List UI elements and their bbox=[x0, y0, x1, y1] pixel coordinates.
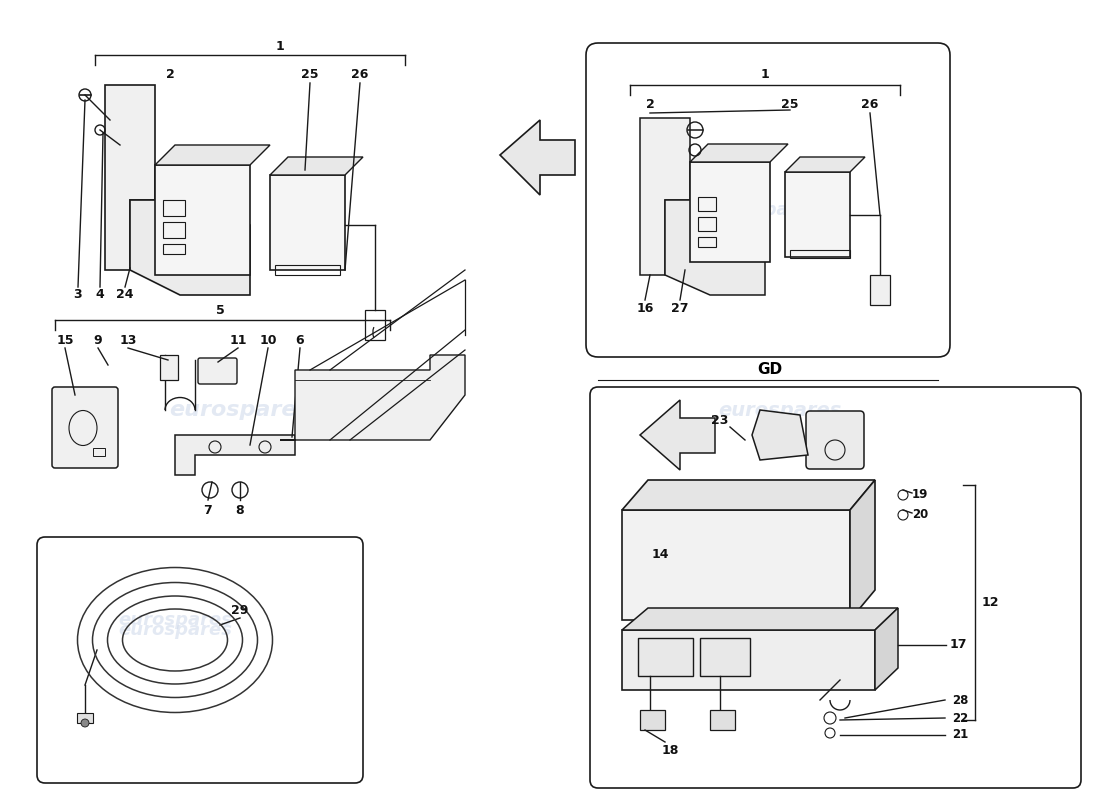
Bar bbox=[785, 172, 850, 257]
Polygon shape bbox=[785, 157, 865, 172]
Text: eurospares: eurospares bbox=[118, 621, 232, 639]
Text: eurospares: eurospares bbox=[713, 551, 827, 569]
Text: 21: 21 bbox=[952, 729, 968, 742]
Text: 25: 25 bbox=[781, 98, 799, 111]
Text: 5: 5 bbox=[216, 303, 224, 317]
Bar bbox=[690, 162, 770, 262]
Polygon shape bbox=[280, 355, 465, 440]
Text: 11: 11 bbox=[229, 334, 246, 346]
Text: 7: 7 bbox=[204, 503, 212, 517]
Polygon shape bbox=[640, 400, 715, 470]
Text: 1: 1 bbox=[760, 69, 769, 82]
Text: 20: 20 bbox=[912, 509, 928, 522]
Text: 17: 17 bbox=[950, 638, 968, 651]
Text: 2: 2 bbox=[166, 69, 175, 82]
Bar bbox=[77, 713, 94, 723]
Bar bbox=[698, 197, 716, 211]
Polygon shape bbox=[621, 630, 874, 690]
Text: 2: 2 bbox=[646, 98, 654, 111]
Text: 22: 22 bbox=[952, 711, 968, 725]
Text: 26: 26 bbox=[861, 98, 879, 111]
Text: 25: 25 bbox=[301, 69, 319, 82]
FancyBboxPatch shape bbox=[198, 358, 236, 384]
Polygon shape bbox=[130, 200, 250, 295]
Bar bbox=[790, 250, 850, 258]
FancyBboxPatch shape bbox=[52, 387, 118, 468]
Polygon shape bbox=[752, 410, 808, 460]
Text: eurospares: eurospares bbox=[723, 551, 837, 569]
Text: 26: 26 bbox=[351, 69, 369, 82]
Text: 15: 15 bbox=[56, 334, 74, 346]
Bar bbox=[698, 237, 716, 247]
Polygon shape bbox=[175, 435, 295, 475]
Bar bbox=[160, 355, 178, 380]
Text: 4: 4 bbox=[96, 289, 104, 302]
Polygon shape bbox=[640, 118, 690, 275]
Text: GD: GD bbox=[758, 362, 782, 378]
Text: 8: 8 bbox=[235, 503, 244, 517]
Text: 23: 23 bbox=[712, 414, 728, 426]
Bar bbox=[698, 217, 716, 231]
Polygon shape bbox=[850, 480, 875, 620]
Text: eurospares: eurospares bbox=[118, 611, 232, 629]
Bar bbox=[275, 265, 340, 275]
Text: 1: 1 bbox=[276, 41, 285, 54]
Text: 10: 10 bbox=[260, 334, 277, 346]
Text: 28: 28 bbox=[952, 694, 968, 706]
Bar bbox=[710, 710, 735, 730]
Text: eurospares: eurospares bbox=[718, 401, 842, 419]
Text: 27: 27 bbox=[671, 302, 689, 314]
Polygon shape bbox=[621, 510, 850, 620]
Polygon shape bbox=[500, 120, 575, 195]
Bar bbox=[365, 310, 385, 340]
Bar bbox=[94, 448, 104, 456]
Text: 24: 24 bbox=[117, 289, 134, 302]
Polygon shape bbox=[155, 145, 270, 165]
Text: 12: 12 bbox=[981, 595, 999, 609]
Text: eurospares: eurospares bbox=[713, 201, 817, 219]
Text: 14: 14 bbox=[651, 549, 669, 562]
Bar bbox=[640, 710, 666, 730]
Polygon shape bbox=[270, 157, 363, 175]
Bar bbox=[870, 275, 890, 305]
Text: 3: 3 bbox=[74, 289, 82, 302]
Polygon shape bbox=[621, 480, 874, 510]
Bar bbox=[163, 244, 185, 254]
Polygon shape bbox=[104, 85, 155, 270]
Polygon shape bbox=[690, 144, 788, 162]
Circle shape bbox=[81, 719, 89, 727]
Text: 9: 9 bbox=[94, 334, 102, 346]
Text: eurospares: eurospares bbox=[169, 400, 310, 420]
Bar bbox=[700, 638, 750, 676]
FancyBboxPatch shape bbox=[806, 411, 864, 469]
Bar bbox=[163, 200, 185, 216]
Text: 18: 18 bbox=[661, 743, 679, 757]
Text: 13: 13 bbox=[119, 334, 136, 346]
Polygon shape bbox=[621, 608, 898, 630]
Bar bbox=[270, 175, 345, 270]
Bar bbox=[163, 222, 185, 238]
Text: 6: 6 bbox=[296, 334, 305, 346]
Text: 29: 29 bbox=[231, 603, 249, 617]
Text: 19: 19 bbox=[912, 489, 928, 502]
Polygon shape bbox=[874, 608, 898, 690]
Polygon shape bbox=[666, 200, 764, 295]
Bar bbox=[155, 165, 250, 275]
Bar bbox=[638, 638, 693, 676]
Text: 16: 16 bbox=[636, 302, 653, 314]
